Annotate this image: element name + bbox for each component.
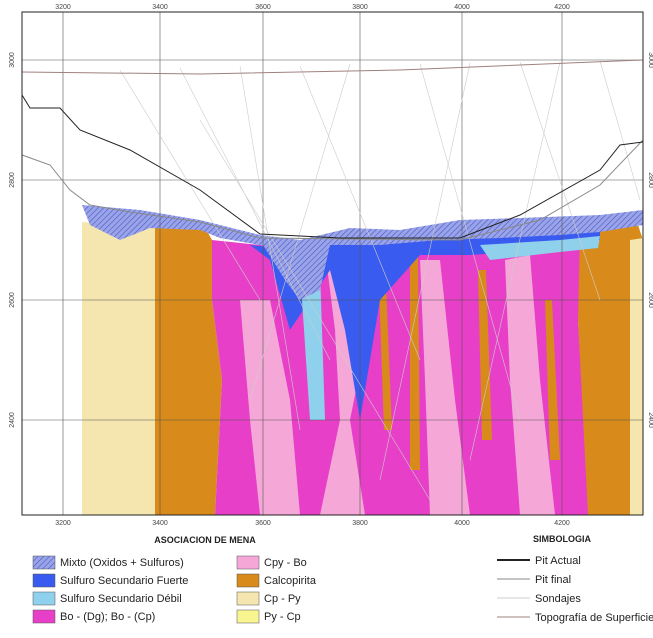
symbology-label: Pit Actual: [535, 555, 581, 567]
legend-swatch: [33, 610, 55, 623]
legend-label: Sulfuro Secundario Débil: [60, 593, 182, 605]
y-label-right: 2600: [647, 292, 653, 308]
symbology-title: SIMBOLOGIA: [533, 534, 591, 544]
symbology-label: Pit final: [535, 574, 571, 586]
y-label-left: 2400: [9, 412, 16, 428]
legend-swatch: [237, 556, 259, 569]
legend-label: Mixto (Oxidos + Sulfuros): [60, 557, 184, 569]
x-label-top: 3400: [152, 4, 168, 11]
y-label-left: 2600: [9, 292, 16, 308]
legend-label: Calcopirita: [264, 575, 317, 587]
y-label-right: 2800: [647, 172, 653, 188]
legend-swatch: [237, 592, 259, 605]
y-label-left: 2800: [9, 172, 16, 188]
legend-label: Sulfuro Secundario Fuerte: [60, 575, 188, 587]
legend-title: ASOCIACION DE MENA: [154, 535, 256, 545]
y-label-left: 3000: [9, 52, 16, 68]
legend-swatch: [33, 574, 55, 587]
x-label-bottom: 3600: [255, 520, 271, 527]
x-label-top: 3600: [255, 4, 271, 11]
x-label-bottom: 4200: [554, 520, 570, 527]
legend-swatch: [33, 556, 55, 569]
legend-label: Bo - (Dg); Bo - (Cp): [60, 611, 155, 623]
x-label-bottom: 4000: [454, 520, 470, 527]
x-label-top: 4000: [454, 4, 470, 11]
x-label-bottom: 3400: [152, 520, 168, 527]
x-label-top: 3800: [352, 4, 368, 11]
x-label-top: 3200: [55, 4, 71, 11]
x-label-bottom: 3200: [55, 520, 71, 527]
y-label-right: 3000: [647, 52, 653, 68]
x-label-bottom: 3800: [352, 520, 368, 527]
legend-label: Cpy - Bo: [264, 557, 307, 569]
y-label-right: 2400: [647, 412, 653, 428]
legend-swatch: [237, 574, 259, 587]
symbology-label: Sondajes: [535, 593, 581, 605]
legend-swatch: [237, 610, 259, 623]
symbology-label: Topografía de Superficie: [535, 612, 653, 624]
x-label-top: 4200: [554, 4, 570, 11]
section-body: [22, 12, 643, 515]
legend-label: Cp - Py: [264, 593, 301, 605]
legend-label: Py - Cp: [264, 611, 301, 623]
geologic-section: ASOCIACION DE MENA SIMBOLOGIA 3200 3200 34…: [0, 0, 653, 633]
legend-swatch: [33, 592, 55, 605]
